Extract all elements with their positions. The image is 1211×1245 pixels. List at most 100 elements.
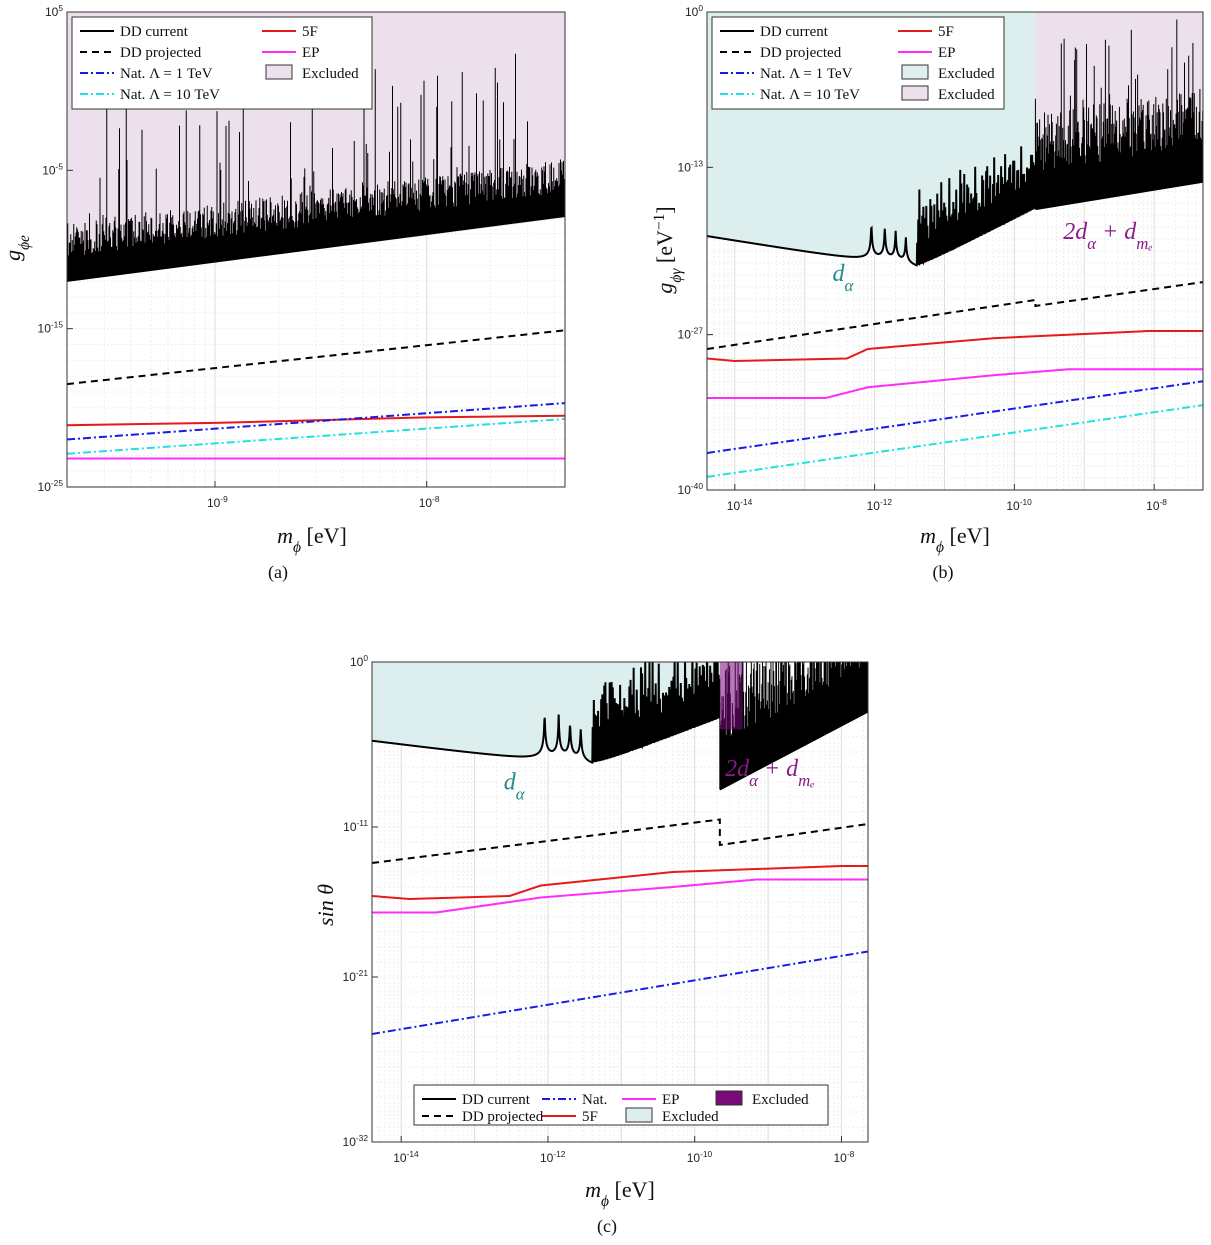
legend-label: DD current bbox=[760, 24, 829, 40]
legend-swatch bbox=[265, 64, 293, 80]
y-axis-label: gϕe bbox=[0, 235, 33, 261]
legend-box bbox=[71, 16, 373, 110]
legend-item: Nat. Λ = 10 TeV bbox=[80, 87, 220, 103]
legend-label: DD current bbox=[120, 24, 189, 40]
axes-frame bbox=[706, 11, 1204, 491]
axes-frame bbox=[66, 11, 566, 488]
series-fifth-force bbox=[707, 330, 1203, 362]
x-tick-label: 10-8 bbox=[1146, 497, 1167, 513]
x-tick-label: 10-12 bbox=[867, 497, 893, 513]
legend-swatch bbox=[901, 64, 929, 80]
legend-item: DD projected bbox=[80, 45, 202, 61]
y-tick-label: 10-11 bbox=[343, 818, 368, 834]
series-fifth-force bbox=[67, 414, 565, 427]
legend-item: 5F bbox=[262, 24, 318, 40]
annotation-0: dα bbox=[833, 261, 855, 295]
legend-swatch bbox=[715, 1090, 743, 1106]
x-tick-label: 10-10 bbox=[687, 1149, 713, 1165]
legend: DD current 5F DD projected EP Nat. Λ = 1 TeV… bbox=[71, 16, 373, 110]
series-nat-10tev bbox=[67, 417, 565, 455]
legend-label: 5F bbox=[302, 24, 318, 40]
axes-frame bbox=[371, 661, 869, 1143]
legend-label: DD projected bbox=[462, 1109, 544, 1125]
series-dd-current-low bbox=[372, 662, 721, 764]
legend-item: EP bbox=[262, 45, 320, 61]
legend-item: Nat. Λ = 1 TeV bbox=[720, 66, 853, 82]
legend-item: EP bbox=[898, 45, 956, 61]
panel-caption: (a) bbox=[268, 562, 288, 583]
legend-label: EP bbox=[662, 1092, 680, 1108]
series-dd-projected bbox=[372, 818, 868, 864]
excluded-dark-purple-region bbox=[719, 662, 743, 730]
series-nat-10tev bbox=[707, 404, 1203, 478]
y-tick-label: 10-5 bbox=[42, 161, 63, 177]
legend-box bbox=[711, 16, 1005, 110]
y-axis-label: gϕγ [eV−1] bbox=[651, 206, 685, 293]
legend-item: DD projected bbox=[720, 45, 842, 61]
legend-item: Nat. Λ = 1 TeV bbox=[80, 66, 213, 82]
dd-current-high-envelope bbox=[719, 710, 868, 791]
y-axis-label: sin θ bbox=[313, 884, 338, 926]
y-tick-label: 10-15 bbox=[38, 320, 64, 336]
y-tick-label: 10-27 bbox=[678, 326, 704, 342]
y-tick-label: 10-32 bbox=[343, 1133, 369, 1149]
x-tick-label: 10-14 bbox=[727, 497, 753, 513]
legend: DD current 5F DD projected EP Nat. Λ = 1 TeV… bbox=[711, 16, 1005, 110]
legend-swatch bbox=[625, 1107, 653, 1123]
legend-label: 5F bbox=[938, 24, 954, 40]
x-tick-label: 10-8 bbox=[833, 1149, 854, 1165]
legend-item: Excluded bbox=[715, 1090, 809, 1108]
y-tick-label: 10-13 bbox=[678, 158, 704, 174]
x-tick-label: 10-8 bbox=[419, 494, 440, 510]
legend-label: DD current bbox=[462, 1092, 531, 1108]
legend-label: Excluded bbox=[938, 66, 995, 82]
x-axis-label: mϕ [eV] bbox=[585, 1177, 655, 1210]
series-dd-projected bbox=[707, 281, 1203, 350]
series-fifth-force bbox=[372, 865, 868, 901]
dd-current-high-envelope bbox=[1035, 180, 1203, 211]
series-dd-current-high bbox=[719, 662, 868, 790]
legend-item: DD current bbox=[80, 24, 189, 40]
x-axis-label: mϕ [eV] bbox=[920, 523, 990, 556]
series-nat-1tev bbox=[372, 950, 868, 1035]
legend-label: EP bbox=[302, 45, 320, 61]
series-dd-current-low bbox=[707, 146, 1037, 267]
legend-item: 5F bbox=[898, 24, 954, 40]
legend-label: Nat. bbox=[582, 1092, 607, 1108]
legend-label: Nat. Λ = 10 TeV bbox=[760, 87, 860, 103]
series-ep bbox=[372, 878, 868, 914]
legend-item: Excluded bbox=[901, 64, 995, 82]
y-tick-label: 10-21 bbox=[343, 968, 369, 984]
legend-label: DD projected bbox=[120, 45, 202, 61]
legend-item: Nat. bbox=[542, 1092, 607, 1108]
legend-label: Nat. Λ = 1 TeV bbox=[120, 66, 213, 82]
y-tick-label: 100 bbox=[350, 653, 368, 669]
y-tick-label: 100 bbox=[685, 3, 703, 19]
legend-item: 5F bbox=[542, 1109, 598, 1125]
panel-caption: (c) bbox=[597, 1216, 617, 1237]
annotation-1: 2dα + dmₑ bbox=[725, 756, 815, 790]
panel-a: 10-9 10-8 105 10-5 10-15 10-25 mϕ [eV] gϕe (a) DD… bbox=[0, 3, 566, 583]
x-tick-label: 10-12 bbox=[540, 1149, 566, 1165]
annotation-1: 2dα + dmₑ bbox=[1063, 219, 1153, 253]
panel-c: dα 2dα + dmₑ 10-14 10-12 10-10 10-8 100 10-11 10… bbox=[313, 653, 869, 1237]
series-dd-current-high bbox=[1034, 19, 1203, 210]
y-tick-label: 10-25 bbox=[38, 478, 64, 494]
annotation-0: dα bbox=[504, 770, 526, 804]
series-ep bbox=[707, 368, 1203, 399]
legend-item: Nat. Λ = 10 TeV bbox=[720, 87, 860, 103]
plot-content bbox=[372, 662, 868, 1142]
x-axis-label: mϕ [eV] bbox=[277, 523, 347, 556]
legend-label: DD projected bbox=[760, 45, 842, 61]
legend-label: Excluded bbox=[302, 66, 359, 82]
legend-box bbox=[413, 1084, 829, 1126]
legend-swatch bbox=[901, 85, 929, 101]
panel-caption: (b) bbox=[933, 562, 954, 583]
x-tick-label: 10-9 bbox=[207, 494, 228, 510]
x-tick-label: 10-14 bbox=[393, 1149, 419, 1165]
x-tick-label: 10-10 bbox=[1006, 497, 1032, 513]
legend-label: Nat. Λ = 1 TeV bbox=[760, 66, 853, 82]
series-dd-current bbox=[67, 53, 565, 282]
legend-item: DD current bbox=[720, 24, 829, 40]
